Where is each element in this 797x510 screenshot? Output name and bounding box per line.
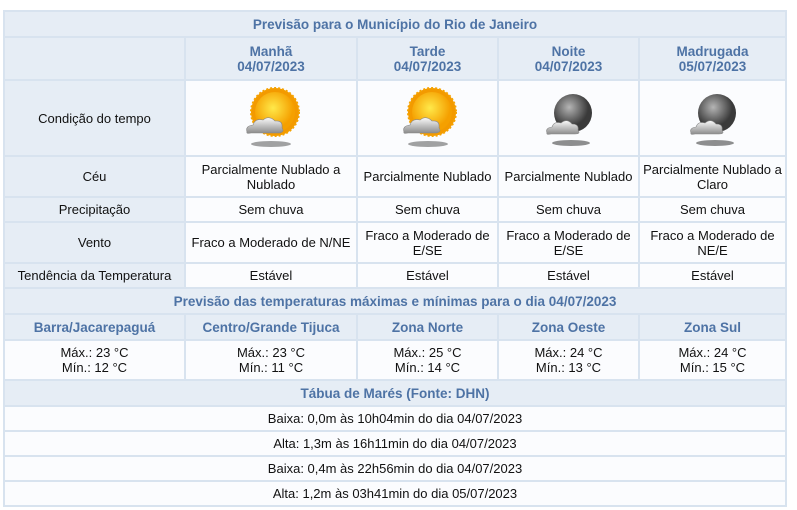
- ceu-cell: Parcialmente Nublado a Claro: [638, 155, 787, 198]
- period-header: Tarde 04/07/2023: [356, 36, 499, 81]
- ceu-cell: Parcialmente Nublado a Nublado: [184, 155, 358, 198]
- precipitation-cell: Sem chuva: [356, 196, 499, 223]
- zone-name: Zona Norte: [356, 313, 499, 341]
- forecast-table: Previsão para o Município do Rio de Jane…: [3, 10, 787, 507]
- min-temp: Mín.: 12 °C: [61, 360, 128, 375]
- ceu-cell: Parcialmente Nublado: [497, 155, 640, 198]
- zone-temp-cell: Máx.: 24 °C Mín.: 15 °C: [638, 339, 787, 381]
- row-label: Condição do tempo: [3, 79, 186, 157]
- zone-name: Centro/Grande Tijuca: [184, 313, 358, 341]
- wind-cell: Fraco a Moderado de NE/E: [638, 221, 787, 264]
- trend-cell: Estável: [638, 262, 787, 289]
- period-name: Madrugada: [676, 43, 749, 59]
- tides-title: Tábua de Marés (Fonte: DHN): [3, 379, 787, 407]
- min-temp: Mín.: 15 °C: [679, 360, 746, 375]
- period-date: 04/07/2023: [534, 58, 603, 74]
- ceu-cell: Parcialmente Nublado: [356, 155, 499, 198]
- period-name: Noite: [551, 43, 586, 59]
- trend-cell: Estável: [184, 262, 358, 289]
- tide-row: Alta: 1,3m às 16h11min do dia 04/07/2023: [3, 430, 787, 457]
- min-temp: Mín.: 13 °C: [535, 360, 602, 375]
- wind-cell: Fraco a Moderado de E/SE: [356, 221, 499, 264]
- min-temp: Mín.: 11 °C: [238, 360, 304, 375]
- period-name: Tarde: [409, 43, 446, 59]
- zone-temp-cell: Máx.: 25 °C Mín.: 14 °C: [356, 339, 499, 381]
- period-header: Madrugada 05/07/2023: [638, 36, 787, 81]
- min-temp: Mín.: 14 °C: [394, 360, 461, 375]
- temperatures-title: Previsão das temperaturas máximas e míni…: [3, 287, 787, 315]
- period-header: Noite 04/07/2023: [497, 36, 640, 81]
- wind-row: Vento Fraco a Moderado de N/NE Fraco a M…: [3, 221, 787, 264]
- trend-cell: Estável: [356, 262, 499, 289]
- forecast-title: Previsão para o Município do Rio de Jane…: [3, 10, 787, 38]
- ceu-row: Céu Parcialmente Nublado a Nublado Parci…: [3, 155, 787, 198]
- moon-with-cloud-icon: [497, 79, 640, 157]
- zone-temp-cell: Máx.: 23 °C Mín.: 11 °C: [184, 339, 358, 381]
- trend-cell: Estável: [497, 262, 640, 289]
- moon-with-cloud-icon: [638, 79, 787, 157]
- zone-temp-cell: Máx.: 23 °C Mín.: 12 °C: [3, 339, 186, 381]
- tide-row: Alta: 1,2m às 03h41min do dia 05/07/2023: [3, 480, 787, 507]
- period-date: 04/07/2023: [393, 58, 462, 74]
- max-temp: Máx.: 24 °C: [534, 345, 603, 360]
- wind-cell: Fraco a Moderado de E/SE: [497, 221, 640, 264]
- max-temp: Máx.: 25 °C: [393, 345, 462, 360]
- zone-name: Zona Oeste: [497, 313, 640, 341]
- precipitation-row: Precipitação Sem chuva Sem chuva Sem chu…: [3, 196, 787, 223]
- precipitation-cell: Sem chuva: [638, 196, 787, 223]
- period-date: 04/07/2023: [237, 58, 305, 74]
- row-label: Céu: [3, 155, 186, 198]
- tide-row: Baixa: 0,4m às 22h56min do dia 04/07/202…: [3, 455, 787, 482]
- zone-name: Zona Sul: [638, 313, 787, 341]
- sun-with-cloud-icon: [184, 79, 358, 157]
- row-label: Tendência da Temperatura: [3, 262, 186, 289]
- trend-row: Tendência da Temperatura Estável Estável…: [3, 262, 787, 289]
- period-header: Manhã 04/07/2023: [184, 36, 358, 81]
- period-header-row: Manhã 04/07/2023 Tarde 04/07/2023 Noite 04/…: [3, 36, 787, 81]
- wind-cell: Fraco a Moderado de N/NE: [184, 221, 358, 264]
- row-label: Precipitação: [3, 196, 186, 223]
- zone-name: Barra/Jacarepaguá: [3, 313, 186, 341]
- max-temp: Máx.: 24 °C: [678, 345, 747, 360]
- max-temp: Máx.: 23 °C: [236, 345, 306, 360]
- empty-header-cell: [3, 36, 186, 81]
- precipitation-cell: Sem chuva: [497, 196, 640, 223]
- max-temp: Máx.: 23 °C: [60, 345, 129, 360]
- zone-header-row: Barra/Jacarepaguá Centro/Grande Tijuca Z…: [3, 313, 787, 341]
- precipitation-cell: Sem chuva: [184, 196, 358, 223]
- period-name: Manhã: [249, 43, 293, 59]
- zone-temp-row: Máx.: 23 °C Mín.: 12 °C Máx.: 23 °C Mín.: …: [3, 339, 787, 381]
- tide-row: Baixa: 0,0m às 10h04min do dia 04/07/202…: [3, 405, 787, 432]
- sun-with-cloud-icon: [356, 79, 499, 157]
- condition-row: Condição do tempo: [3, 79, 787, 157]
- row-label: Vento: [3, 221, 186, 264]
- zone-temp-cell: Máx.: 24 °C Mín.: 13 °C: [497, 339, 640, 381]
- period-date: 05/07/2023: [678, 58, 747, 74]
